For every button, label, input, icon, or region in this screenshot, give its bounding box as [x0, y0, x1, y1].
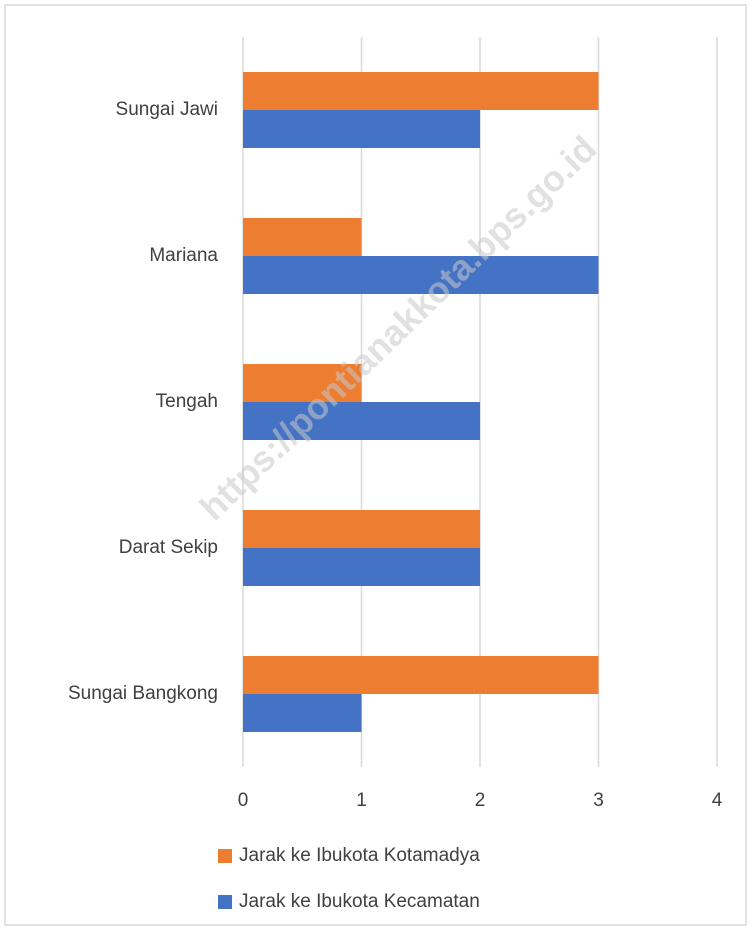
- bar: [243, 656, 599, 694]
- bar: [243, 110, 480, 148]
- x-tick-label: 2: [475, 790, 486, 811]
- bar: [243, 72, 599, 110]
- y-tick-label: Tengah: [156, 391, 218, 412]
- bar: [243, 510, 480, 548]
- legend-swatch: [218, 849, 232, 863]
- y-tick-label: Mariana: [149, 245, 218, 266]
- legend-label: Jarak ke Ibukota Kecamatan: [239, 891, 480, 912]
- y-tick-label: Sungai Jawi: [116, 99, 218, 120]
- x-tick-label: 3: [593, 790, 604, 811]
- bar: [243, 402, 480, 440]
- bar: [243, 694, 362, 732]
- bar: [243, 218, 362, 256]
- legend-swatch: [218, 895, 232, 909]
- x-tick-label: 4: [712, 790, 723, 811]
- y-tick-label: Darat Sekip: [119, 537, 218, 558]
- bar: [243, 548, 480, 586]
- legend-label: Jarak ke Ibukota Kotamadya: [239, 845, 480, 866]
- y-tick-label: Sungai Bangkong: [68, 683, 218, 704]
- chart-border: [4, 4, 747, 926]
- x-tick-label: 1: [356, 790, 367, 811]
- bar: [243, 256, 599, 294]
- x-tick-label: 0: [238, 790, 249, 811]
- bar: [243, 364, 362, 402]
